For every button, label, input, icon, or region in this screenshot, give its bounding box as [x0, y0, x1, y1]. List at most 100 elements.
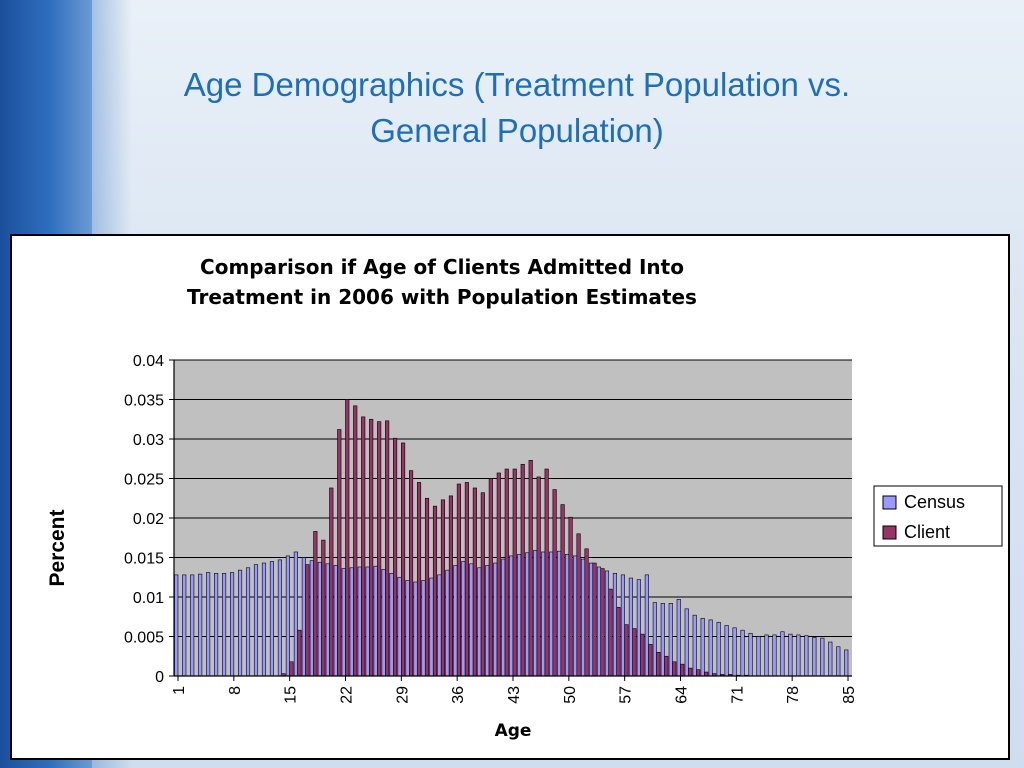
bar-client — [504, 468, 509, 677]
bar-census — [740, 629, 745, 677]
x-tick-label: 29 — [394, 686, 411, 704]
y-tick-label: 0.04 — [133, 353, 164, 370]
bar-census — [461, 561, 466, 677]
x-axis-title: Age — [495, 721, 532, 741]
bar-client — [337, 429, 342, 677]
chart-title-line-2: Treatment in 2006 with Population Estima… — [187, 285, 697, 309]
bar-client — [409, 470, 414, 677]
bar-census — [652, 602, 657, 677]
bar-client — [528, 460, 533, 677]
y-tick-label: 0.005 — [124, 630, 164, 647]
bar-census — [836, 646, 841, 677]
x-tick-label: 78 — [785, 686, 802, 704]
bar-census — [780, 631, 785, 677]
bar-census — [820, 637, 825, 677]
bar-client — [496, 472, 501, 677]
bar-census — [612, 572, 617, 677]
bar-census — [206, 572, 211, 677]
bar-census — [549, 551, 554, 677]
bar-client — [361, 416, 366, 677]
bar-census — [541, 551, 546, 677]
y-tick-label: 0.03 — [133, 432, 164, 449]
bar-client — [289, 661, 294, 677]
y-tick-label: 0.02 — [133, 511, 164, 528]
y-tick-label: 0 — [155, 669, 164, 686]
bar-census — [525, 552, 530, 677]
bar-client — [448, 495, 454, 677]
bar-census — [533, 550, 538, 677]
x-tick-label: 36 — [450, 686, 467, 704]
x-tick-label: 64 — [674, 686, 691, 704]
bar-census — [237, 569, 243, 677]
bar-census — [421, 580, 426, 677]
bar-census — [628, 577, 633, 677]
bar-census — [198, 573, 203, 677]
bar-client — [313, 531, 318, 677]
bar-census — [214, 572, 219, 677]
bar-client — [297, 629, 302, 677]
y-tick-label: 0.025 — [124, 472, 164, 489]
bar-census — [636, 579, 641, 677]
bar-census — [333, 565, 338, 677]
bar-client — [456, 483, 461, 677]
bar-client — [664, 655, 669, 677]
legend-label-census: Census — [904, 492, 965, 512]
bar-client — [680, 663, 685, 677]
bar-census — [485, 565, 490, 677]
bar-census — [828, 641, 833, 677]
bar-census — [341, 568, 346, 677]
bar-census — [772, 634, 777, 677]
bar-client — [305, 564, 310, 677]
bar-census — [222, 572, 227, 677]
bar-client — [512, 468, 517, 677]
bar-census — [660, 603, 665, 677]
bar-client — [544, 468, 549, 677]
x-tick-label: 85 — [841, 686, 858, 704]
bar-client — [353, 405, 358, 677]
chart-title: Comparison if Age of Clients Admitted In… — [92, 252, 792, 312]
chart-frame: Comparison if Age of Clients Admitted In… — [10, 234, 1010, 760]
bar-client — [472, 487, 477, 677]
bar-census — [293, 551, 298, 677]
bar-census — [317, 561, 322, 677]
bar-census — [277, 559, 282, 677]
bar-census — [373, 565, 378, 677]
legend-label-client: Client — [904, 522, 950, 542]
bar-client — [552, 489, 557, 677]
bar-census — [748, 633, 753, 677]
bar-client — [424, 497, 430, 677]
bar-census — [580, 558, 586, 677]
bar-census — [261, 562, 267, 677]
x-tick-label: 43 — [506, 686, 523, 704]
bar-census — [732, 627, 737, 677]
bar-client — [377, 421, 382, 677]
bar-client — [432, 505, 438, 677]
bar-client — [616, 606, 621, 677]
x-tick-label: 71 — [729, 686, 746, 704]
bar-chart: 0 0.005 0.01 0.015 0.02 0.025 0.03 0.035 0.04 1 8 1… — [46, 353, 1003, 741]
bar-census — [804, 635, 809, 677]
slide-title-line-2: General Population) — [370, 112, 664, 149]
bar-client — [329, 487, 334, 677]
bar-census — [844, 649, 849, 677]
bar-client — [648, 644, 653, 677]
bar-client — [345, 399, 350, 677]
bar-census — [413, 581, 418, 677]
bar-census — [788, 633, 793, 677]
bar-census — [182, 574, 187, 677]
bar-census — [453, 565, 458, 677]
bar-census — [716, 621, 721, 677]
slide-title: Age Demographics (Treatment Population v… — [92, 62, 942, 154]
bar-census — [245, 567, 251, 677]
bar-census — [269, 561, 275, 677]
bar-census — [796, 634, 801, 677]
bar-client — [600, 568, 605, 677]
bar-client — [416, 482, 422, 677]
bar-census — [285, 555, 290, 677]
bar-census — [604, 570, 610, 677]
bar-census — [190, 574, 195, 677]
bar-census — [565, 554, 570, 677]
bar-census — [572, 555, 578, 677]
bar-census — [700, 618, 705, 677]
bar-census — [764, 634, 769, 677]
